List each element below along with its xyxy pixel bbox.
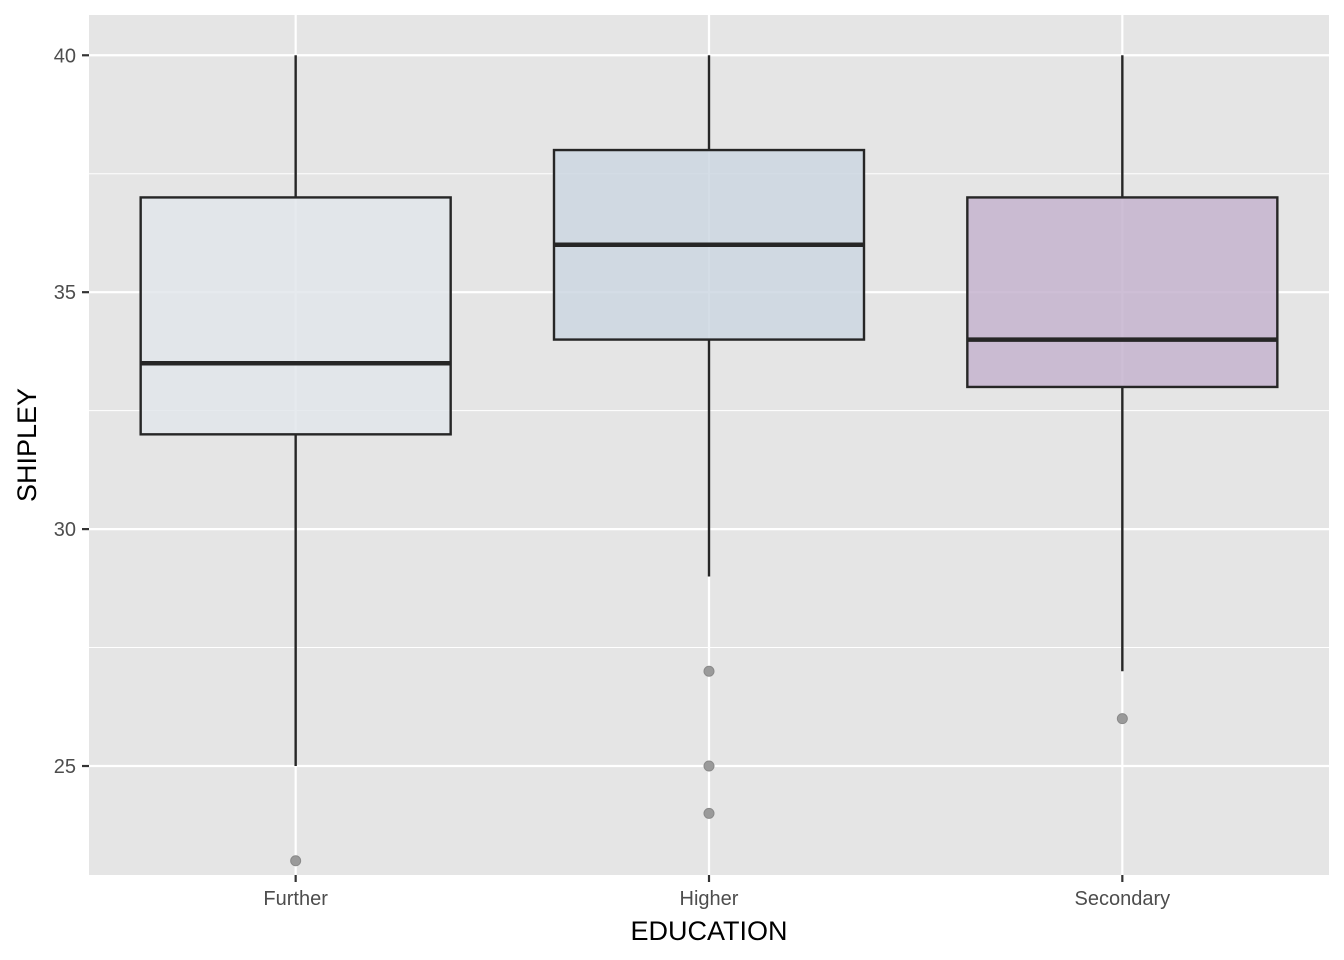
iqr-box <box>966 196 1279 389</box>
y-tick-label: 40 <box>54 45 76 67</box>
x-axis: Further Higher Secondary <box>263 875 1170 910</box>
outlier-point <box>1116 713 1128 725</box>
y-axis-title: SHIPLEY <box>12 388 42 502</box>
boxes-layer <box>139 55 1279 867</box>
iqr-box <box>139 196 452 436</box>
box-higher <box>552 55 866 819</box>
x-tick-label: Higher <box>680 888 739 910</box>
x-tick-label: Secondary <box>1075 888 1171 910</box>
x-tick-label: Further <box>263 888 328 910</box>
box-secondary <box>966 55 1279 725</box>
outlier-point <box>703 807 715 819</box>
box-further <box>139 55 452 867</box>
y-axis: 25 30 35 40 <box>54 45 89 778</box>
y-tick-label: 25 <box>54 756 76 778</box>
y-tick-label: 35 <box>54 282 76 304</box>
y-tick-label: 30 <box>54 519 76 541</box>
outlier-point <box>290 855 302 867</box>
outlier-point <box>703 665 715 677</box>
x-axis-title: EDUCATION <box>630 916 787 946</box>
outlier-point <box>703 760 715 772</box>
